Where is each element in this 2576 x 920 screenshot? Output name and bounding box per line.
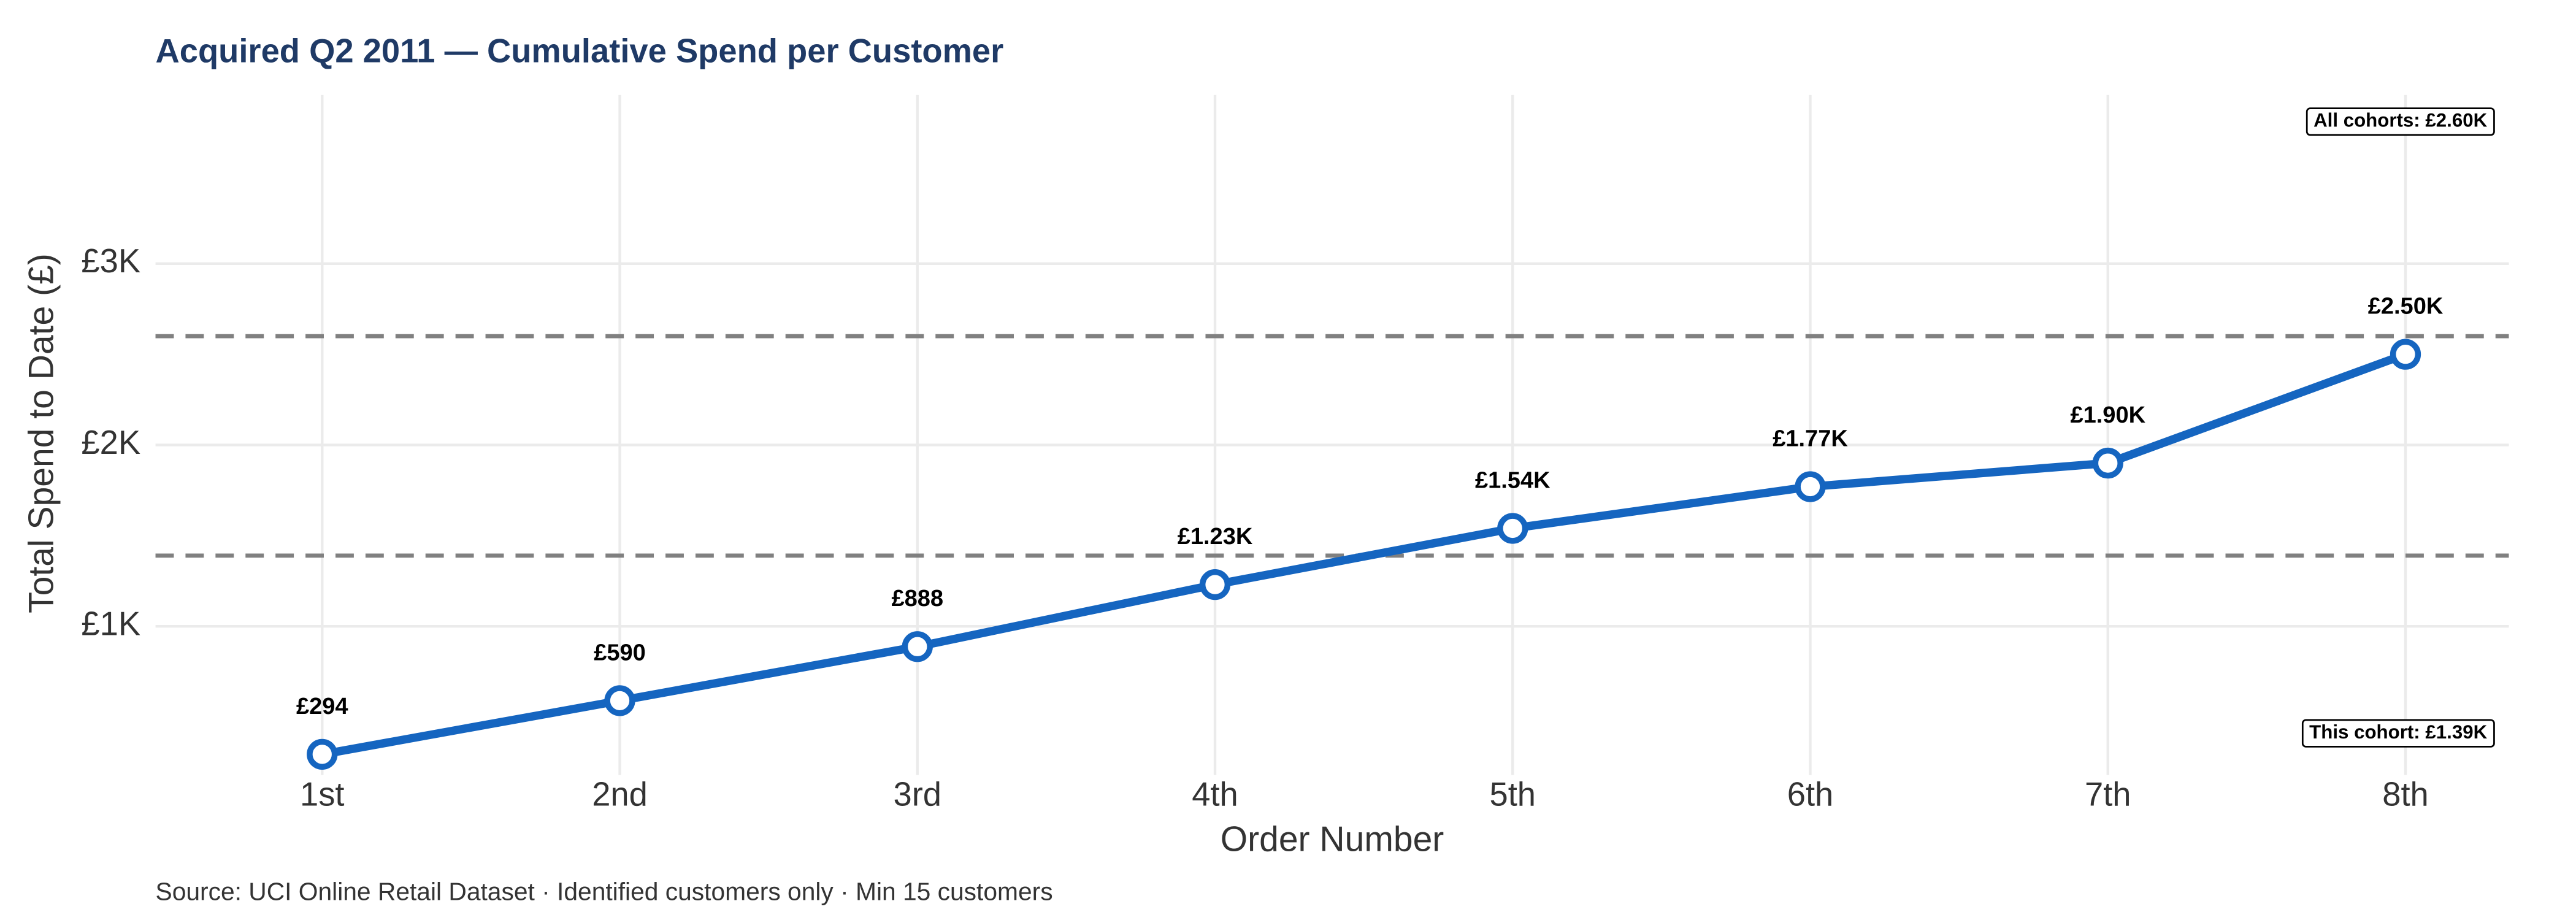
series-line (321, 350, 2407, 759)
x-tick-label: 1st (300, 775, 344, 813)
data-point (307, 738, 338, 770)
data-point (1497, 513, 1528, 544)
chart-title: Acquired Q2 2011 — Cumulative Spend per … (156, 32, 1004, 69)
plot: All cohorts: £2.60K This cohort: £1.39K £2… (155, 107, 2509, 770)
y-tick-label: £3K (81, 242, 140, 280)
x-tick-label: 7th (2085, 775, 2131, 813)
x-tick-label: 6th (1787, 775, 1834, 813)
data-label: £590 (594, 640, 646, 665)
x-tick-label: 4th (1192, 775, 1238, 813)
x-tick-label: 3rd (894, 775, 942, 813)
reference-label: All cohorts: £2.60K (2313, 110, 2487, 131)
data-label: £1.23K (1178, 524, 1253, 550)
y-axis-title: Total Spend to Date (£) (22, 253, 61, 613)
data-point (2390, 339, 2421, 370)
grid: 1st 2nd 3rd 4th 5th 6th 7th 8th £1K £2K £3K (81, 94, 2509, 813)
reference-label-box (2301, 719, 2495, 748)
caption: Source: UCI Online Retail Dataset · Iden… (156, 877, 1053, 905)
data-label: £888 (891, 586, 943, 611)
x-tick-label: 5th (1489, 775, 1536, 813)
data-label: £294 (296, 694, 348, 719)
data-point (2092, 447, 2123, 479)
data-point (604, 685, 635, 716)
data-label: £1.54K (1475, 467, 1551, 493)
x-tick-label: 8th (2382, 775, 2429, 813)
x-tick-label: 2nd (592, 775, 648, 813)
y-tick-label: £1K (81, 605, 140, 643)
x-axis-title: Order Number (1221, 819, 1444, 859)
reference-label: This cohort: £1.39K (2309, 721, 2487, 743)
data-label: £1.90K (2070, 402, 2145, 428)
data-label: £1.77K (1773, 426, 1848, 451)
data-label: £2.50K (2368, 294, 2444, 320)
reference-label-box (2306, 107, 2495, 136)
y-tick-label: £2K (81, 424, 140, 461)
data-point (902, 631, 933, 662)
data-point (1795, 471, 1826, 502)
data-point (1199, 569, 1231, 600)
